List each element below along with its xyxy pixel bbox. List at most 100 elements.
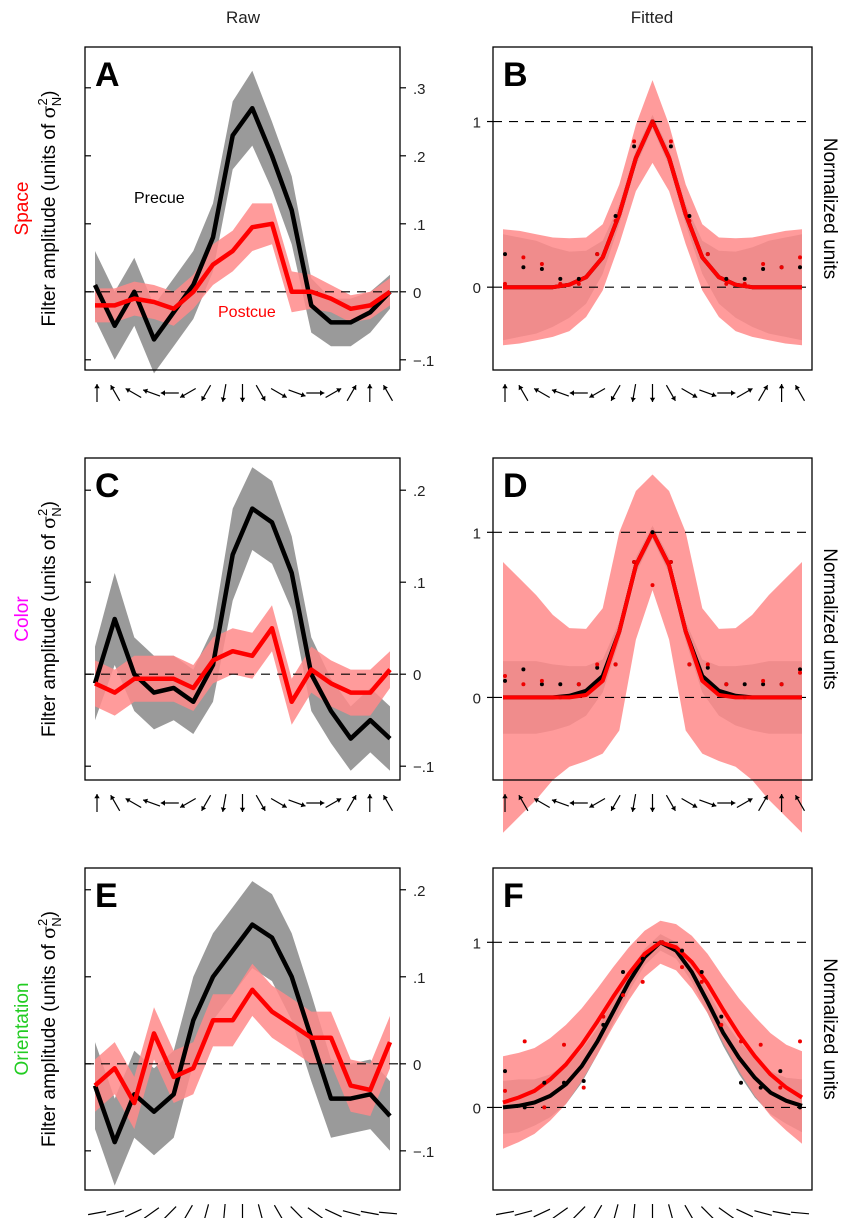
direction-arrow-icon bbox=[518, 384, 529, 402]
postcue-point bbox=[798, 670, 802, 675]
precue-point bbox=[522, 1105, 527, 1110]
direction-arrow-icon bbox=[270, 797, 287, 809]
direction-arrow-icon bbox=[551, 388, 570, 397]
orientation-bar-icon bbox=[325, 1208, 342, 1218]
direction-arrow-icon bbox=[610, 794, 621, 812]
postcue-point bbox=[539, 262, 544, 266]
direction-arrow-icon bbox=[717, 390, 736, 396]
direction-arrow-icon bbox=[270, 387, 287, 399]
orientation-bar-icon bbox=[718, 1207, 734, 1218]
postcue-point bbox=[724, 682, 729, 687]
orientation-bar-icon bbox=[772, 1210, 791, 1216]
direction-arrow-icon bbox=[201, 794, 212, 812]
orientation-bar-icon bbox=[163, 1206, 177, 1218]
postcue-point bbox=[621, 993, 625, 998]
postcue-point bbox=[739, 1039, 743, 1044]
direction-arrow-icon bbox=[382, 384, 394, 402]
direction-arrow-icon bbox=[239, 794, 246, 812]
postcue-point bbox=[613, 662, 618, 667]
orientation-bar-icon bbox=[495, 1210, 515, 1216]
y-tick-label: .2 bbox=[413, 149, 426, 166]
panel-letter: D bbox=[503, 467, 528, 505]
direction-arrow-icon bbox=[758, 384, 769, 402]
precue-point bbox=[539, 682, 544, 687]
postcue-point bbox=[595, 252, 600, 257]
direction-arrow-icon bbox=[160, 800, 179, 806]
postcue-point bbox=[521, 255, 526, 260]
y-tick-label: .2 bbox=[413, 483, 426, 500]
direction-arrow-icon bbox=[589, 797, 606, 809]
orientation-bar-icon bbox=[790, 1211, 810, 1215]
postcue-point bbox=[687, 218, 692, 223]
row-label-orientation: Orientation bbox=[12, 983, 33, 1076]
direction-arrow-icon bbox=[306, 800, 325, 806]
orientation-bar-icon bbox=[684, 1204, 693, 1218]
precue-line-a bbox=[92, 105, 392, 342]
precue-point bbox=[581, 1079, 586, 1083]
orientation-bar-icon bbox=[593, 1204, 603, 1218]
postcue-point bbox=[778, 1085, 783, 1090]
direction-arrow-icon bbox=[201, 384, 212, 402]
precue-point bbox=[621, 970, 625, 974]
panel-f: F 0 1 Normalized units bbox=[473, 867, 840, 1218]
precue-point bbox=[724, 276, 729, 281]
postcue-line-a bbox=[95, 221, 392, 312]
fitted-y-axis-label: Normalized units bbox=[819, 138, 840, 280]
y-tick-label: −.1 bbox=[413, 1144, 434, 1161]
direction-arrow-icon bbox=[699, 799, 717, 808]
fitted-y-axis-label: Normalized units bbox=[819, 548, 840, 690]
precue-point bbox=[562, 1080, 566, 1085]
column-header-fitted: Fitted bbox=[631, 8, 674, 27]
panel-letter: A bbox=[95, 56, 120, 94]
panel-letter: C bbox=[95, 467, 120, 505]
plot-frame-d bbox=[492, 457, 813, 781]
panel-letter: F bbox=[503, 877, 524, 915]
orientation-bar-icon bbox=[257, 1204, 263, 1218]
direction-arrow-icon bbox=[630, 793, 637, 813]
precue-point bbox=[601, 1022, 606, 1027]
orientation-bar-icon bbox=[143, 1207, 160, 1218]
orientation-bar-icon bbox=[572, 1206, 586, 1218]
precue-point bbox=[558, 276, 563, 281]
direction-arrow-icon bbox=[649, 384, 656, 402]
orientation-bar-icon bbox=[754, 1210, 772, 1216]
direction-arrow-icon bbox=[533, 387, 550, 399]
direction-arrow-icon bbox=[518, 794, 529, 812]
postcue-point bbox=[761, 678, 766, 683]
orientation-bar-icon bbox=[273, 1204, 283, 1218]
direction-arrow-icon bbox=[255, 794, 266, 812]
precue-point bbox=[761, 267, 766, 271]
precue-point bbox=[798, 667, 802, 672]
orientation-bar-icon bbox=[360, 1210, 379, 1216]
y-tick-label: 1 bbox=[473, 115, 481, 132]
panel-c: C −.1 0 .1 .2 Filter amplitude (units of σ2N)… bbox=[12, 457, 434, 813]
direction-arrow-icon bbox=[325, 797, 342, 809]
direction-arrow-icon bbox=[681, 387, 698, 399]
y-tick-label: 1 bbox=[473, 525, 481, 542]
orientation-bar-icon bbox=[204, 1204, 210, 1218]
postcue-line-f bbox=[502, 940, 804, 1105]
direction-arrow-icon bbox=[288, 799, 306, 808]
direction-arrow-icon bbox=[569, 390, 588, 396]
direction-arrow-icon bbox=[220, 793, 227, 813]
postcue-point bbox=[798, 255, 802, 260]
orientation-bar-icon bbox=[184, 1204, 193, 1218]
direction-arrow-icon bbox=[569, 800, 588, 806]
orientation-bar-icon bbox=[700, 1206, 714, 1218]
postcue-point bbox=[632, 139, 637, 144]
precue-point bbox=[503, 1069, 507, 1074]
postcue-point bbox=[779, 682, 784, 687]
postcue-point bbox=[742, 695, 747, 700]
direction-arrow-icon bbox=[367, 794, 373, 812]
postcue-point bbox=[562, 1042, 566, 1047]
y-tick-label: .1 bbox=[413, 575, 426, 592]
y-tick-label: −.1 bbox=[413, 759, 434, 776]
precue-point bbox=[521, 265, 526, 270]
direction-arrow-icon bbox=[502, 794, 508, 812]
postcue-point bbox=[705, 662, 710, 667]
direction-arrow-icon bbox=[110, 384, 121, 402]
precue-line-e bbox=[92, 922, 392, 1145]
orientation-bar-icon bbox=[613, 1204, 619, 1218]
precue-point bbox=[613, 214, 618, 218]
panel-d: D 0 1 Normalized units bbox=[473, 457, 840, 833]
